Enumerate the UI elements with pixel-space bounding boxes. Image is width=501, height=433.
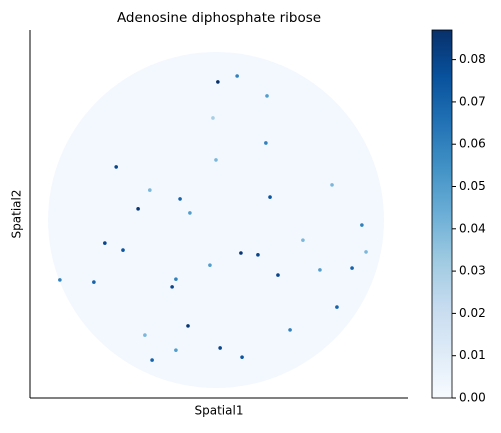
spot: [58, 278, 62, 282]
spot: [276, 273, 280, 277]
spot: [136, 207, 140, 211]
spot: [103, 241, 107, 245]
spot: [216, 80, 220, 84]
spot: [208, 263, 212, 267]
spot: [288, 328, 292, 332]
spot: [114, 165, 118, 169]
y-axis-label: Spatial2: [10, 190, 24, 239]
tissue-background: [48, 52, 384, 388]
spot: [214, 158, 218, 162]
spot: [240, 355, 244, 359]
spot: [350, 266, 354, 270]
spot: [150, 358, 154, 362]
spot: [265, 94, 269, 98]
colorbar-tick-label: 0.03: [459, 264, 486, 278]
spot: [186, 324, 190, 328]
chart-title: Adenosine diphosphate ribose: [117, 10, 321, 26]
spot: [235, 74, 239, 78]
colorbar-tick-label: 0.01: [459, 348, 486, 362]
colorbar-tick-label: 0.00: [459, 391, 486, 405]
spot: [174, 348, 178, 352]
spot: [364, 250, 368, 254]
spot: [148, 188, 152, 192]
colorbar-tick-label: 0.02: [459, 306, 486, 320]
spot: [330, 183, 334, 187]
colorbar: [431, 29, 453, 399]
spot: [264, 141, 268, 145]
spot: [301, 238, 305, 242]
spot: [174, 277, 178, 281]
spot: [143, 333, 147, 337]
colorbar-tick-label: 0.06: [459, 137, 486, 151]
colorbar-tick-label: 0.04: [459, 221, 486, 235]
spot: [211, 116, 215, 120]
x-axis-label: Spatial1: [195, 404, 244, 418]
spot: [268, 195, 272, 199]
spot: [178, 197, 182, 201]
colorbar-tick-label: 0.08: [459, 52, 486, 66]
spot: [121, 248, 125, 252]
colorbar-tick-label: 0.07: [459, 94, 486, 108]
spot: [335, 305, 339, 309]
spot: [170, 285, 174, 289]
spot: [218, 346, 222, 350]
spot: [318, 268, 322, 272]
spot: [92, 280, 96, 284]
colorbar-tick-label: 0.05: [459, 179, 486, 193]
spot: [239, 251, 243, 255]
spot: [256, 253, 260, 257]
spot: [360, 223, 364, 227]
spot: [188, 211, 192, 215]
